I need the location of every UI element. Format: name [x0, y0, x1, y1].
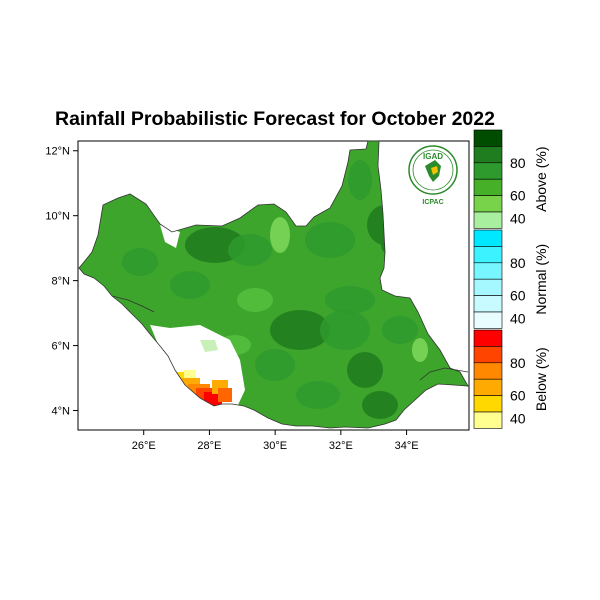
legend-swatch [473, 195, 503, 213]
legend-swatch [473, 329, 503, 347]
legend-label: 60 [510, 188, 526, 204]
forecast-patch [255, 349, 295, 381]
legend-label: 40 [510, 211, 526, 227]
forecast-patch [382, 316, 418, 344]
legend-group-title: Below (%) [533, 347, 549, 411]
forecast-patch [200, 340, 218, 352]
y-tick-label: 8°N [52, 276, 71, 288]
legend-label: 80 [510, 155, 526, 171]
legend-swatch [473, 262, 503, 280]
forecast-patch [228, 234, 272, 266]
map-title: Rainfall Probabilistic Forecast for Octo… [55, 108, 495, 130]
below-normal-cell [184, 370, 196, 378]
legend-swatch [473, 295, 503, 313]
legend-swatch [473, 362, 503, 380]
legend: 80 60 40 Above (%) 80 60 40 Normal (%) 80 60 40 Bel… [473, 129, 549, 429]
forecast-patch [170, 271, 210, 299]
forecast-patch [412, 338, 428, 362]
logo-icpac-text: ICPAC [422, 199, 443, 206]
legend-swatch [473, 146, 503, 164]
y-tick-label: 12°N [45, 146, 70, 158]
forecast-patch [348, 160, 372, 200]
legend-label: 60 [510, 288, 526, 304]
legend-swatch [473, 162, 503, 180]
legend-swatch [473, 178, 503, 196]
y-tick-label: 10°N [45, 211, 70, 223]
legend-swatch [473, 246, 503, 264]
legend-group: 80 60 40 Normal (%) [473, 229, 549, 329]
logo-igad-text: IGAD [423, 152, 443, 161]
country-border [78, 140, 469, 429]
forecast-patch [122, 248, 158, 276]
neighbor-border [111, 295, 469, 381]
forecast-patch [362, 391, 398, 419]
forecast-patch [270, 217, 290, 253]
forecast-patch [305, 222, 355, 258]
legend-swatch [473, 378, 503, 396]
below-normal-cell [175, 372, 190, 382]
legend-swatch [473, 129, 503, 147]
forecast-patch [347, 352, 383, 388]
forecast-patch [237, 288, 273, 312]
legend-group: 80 60 40 Below (%) [473, 329, 549, 429]
y-tick-label: 4°N [52, 406, 71, 418]
legend-swatch [473, 346, 503, 364]
forecast-patch [270, 310, 330, 350]
legend-swatch [473, 411, 503, 429]
x-axis: 26°E 28°E 30°E 32°E 34°E [132, 430, 419, 452]
legend-swatch [473, 229, 503, 247]
legend-group: 80 60 40 Above (%) [473, 129, 549, 229]
legend-label: 60 [510, 388, 526, 404]
legend-label: 40 [510, 311, 526, 327]
legend-label: 40 [510, 411, 526, 427]
legend-label: 80 [510, 255, 526, 271]
x-tick-label: 34°E [395, 440, 419, 452]
legend-group-title: Normal (%) [533, 244, 549, 315]
legend-group-title: Above (%) [533, 147, 549, 212]
forecast-patch [296, 381, 340, 409]
legend-swatch [473, 211, 503, 229]
x-tick-label: 30°E [263, 440, 287, 452]
below-normal-cell [218, 388, 232, 402]
x-tick-label: 32°E [329, 440, 353, 452]
legend-swatch [473, 395, 503, 413]
y-axis: 12°N 10°N 8°N 6°N 4°N [45, 146, 78, 418]
x-tick-label: 28°E [197, 440, 221, 452]
forecast-patch [325, 286, 375, 314]
forecast-patch [320, 310, 370, 350]
icpac-logo: IGAD ICPAC [408, 145, 458, 206]
y-tick-label: 6°N [52, 341, 71, 353]
legend-swatch [473, 278, 503, 296]
x-tick-label: 26°E [132, 440, 156, 452]
legend-swatch [473, 311, 503, 329]
legend-label: 80 [510, 355, 526, 371]
